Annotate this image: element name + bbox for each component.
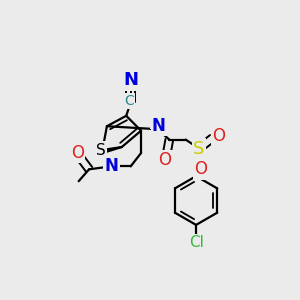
Text: O: O	[212, 127, 226, 145]
Text: S: S	[96, 142, 106, 158]
Text: C: C	[124, 94, 134, 108]
Text: H: H	[151, 115, 160, 128]
Text: O: O	[158, 152, 171, 169]
Text: N: N	[152, 117, 166, 135]
Text: N: N	[104, 157, 118, 175]
Text: Cl: Cl	[189, 235, 203, 250]
Text: O: O	[71, 144, 84, 162]
Text: S: S	[194, 140, 205, 158]
Text: O: O	[194, 160, 207, 178]
Text: N: N	[123, 71, 138, 89]
